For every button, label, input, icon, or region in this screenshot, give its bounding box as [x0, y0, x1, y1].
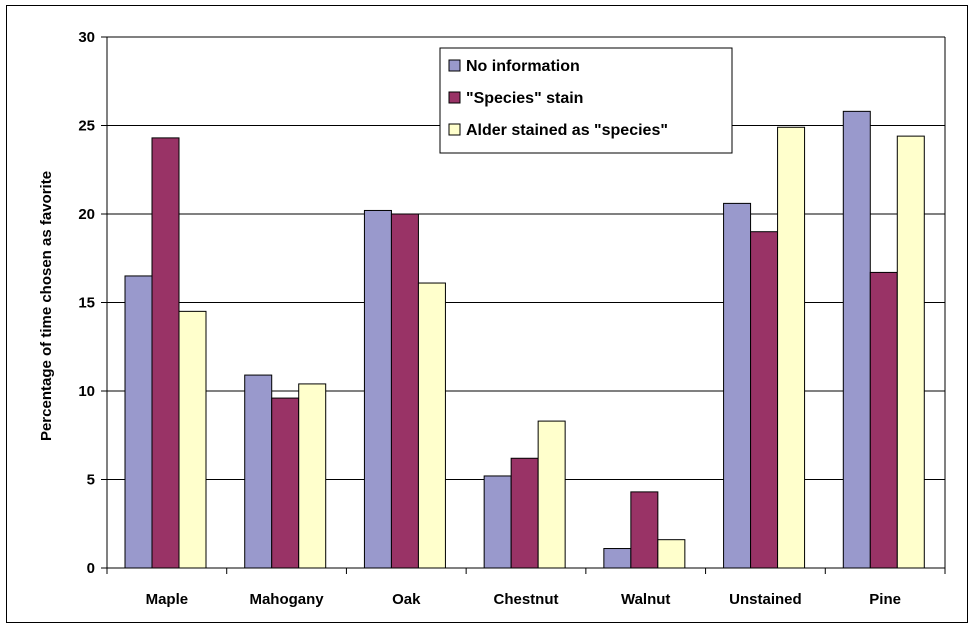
legend-label-3: Alder stained as "species" [466, 122, 668, 139]
bar-walnut-series-3 [657, 539, 686, 569]
bars [124, 110, 925, 569]
bar-mahogany-series-1 [244, 374, 273, 569]
bar-walnut-series-1 [603, 548, 632, 569]
bar-maple-series-3 [178, 310, 207, 569]
bar-maple-series-2 [151, 137, 180, 569]
bar-pine-series-3 [896, 135, 925, 569]
legend-swatch-1 [448, 59, 461, 72]
bar-unstained-series-1 [723, 202, 752, 569]
tick-labels: 0 5 10 15 20 25 30 Maple Mahogany Oak Chestnut Waln… [78, 29, 901, 608]
y-tick-label: 30 [78, 29, 95, 46]
bar-oak-series-3 [417, 282, 446, 569]
bar-maple-series-1 [124, 275, 153, 569]
x-tick-label-maple: Maple [146, 591, 189, 608]
bar-chestnut-series-2 [510, 457, 539, 569]
bar-unstained-series-2 [750, 231, 779, 569]
legend-label-2: "Species" stain [466, 90, 583, 107]
y-tick-label: 0 [87, 560, 95, 577]
x-tick-label-pine: Pine [869, 591, 901, 608]
legend-swatch-3 [448, 123, 461, 136]
x-tick-label-unstained: Unstained [729, 591, 802, 608]
y-tick-label: 10 [78, 383, 95, 400]
legend: No information "Species" stain Alder stain… [439, 47, 733, 154]
y-tick-label: 25 [78, 118, 95, 135]
y-tick-label: 15 [78, 295, 95, 312]
x-tick-label-walnut: Walnut [621, 591, 670, 608]
bar-chestnut-series-1 [483, 475, 512, 569]
bar-unstained-series-3 [777, 126, 806, 569]
x-tick-label-chestnut: Chestnut [494, 591, 559, 608]
bar-walnut-series-2 [630, 491, 659, 569]
y-tick-label: 5 [87, 472, 95, 489]
bar-mahogany-series-2 [271, 397, 300, 569]
x-tick-label-oak: Oak [392, 591, 421, 608]
legend-swatch-2 [448, 91, 461, 104]
axes [101, 36, 946, 574]
bar-pine-series-2 [869, 271, 898, 569]
legend-box [439, 47, 733, 154]
bar-mahogany-series-3 [298, 383, 327, 569]
bar-oak-series-2 [390, 213, 419, 569]
legend-label-1: No information [466, 58, 580, 75]
y-tick-label: 20 [78, 206, 95, 223]
x-tick-label-mahogany: Mahogany [249, 591, 324, 608]
bar-oak-series-1 [363, 209, 392, 569]
y-axis-label: Percentage of time chosen as favorite [38, 171, 55, 441]
bar-pine-series-1 [842, 110, 871, 569]
bar-chestnut-series-3 [537, 420, 566, 569]
